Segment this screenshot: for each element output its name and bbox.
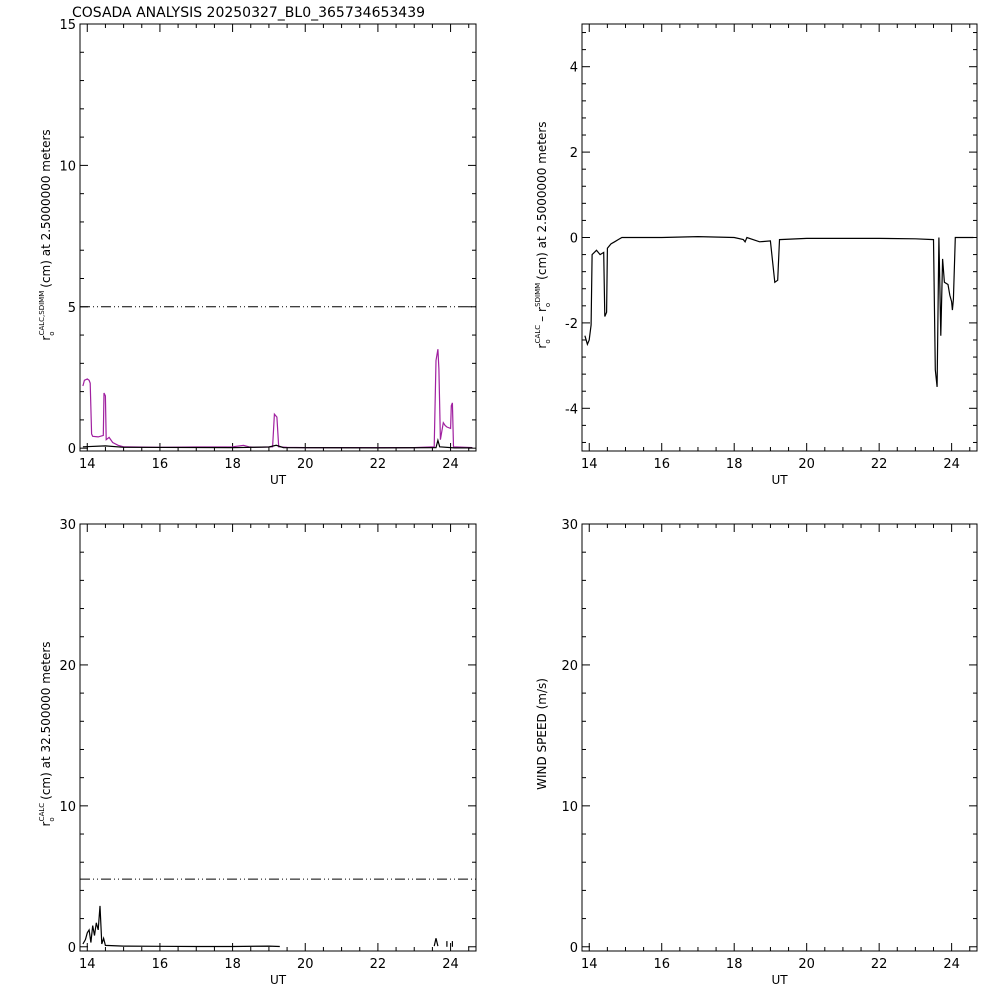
series-line-1 xyxy=(433,938,439,947)
y-tick-label: 20 xyxy=(561,659,578,674)
y-axis-label-main: r xyxy=(39,822,53,827)
y-axis-label-sub: o xyxy=(544,339,552,343)
plot-frame xyxy=(79,523,477,952)
y-axis-label-sub: o xyxy=(48,331,56,335)
plot-frame xyxy=(581,523,978,952)
y-tick-label: 5 xyxy=(68,301,76,316)
y-axis-label-sup: CALC xyxy=(534,325,542,344)
y-tick-label: 10 xyxy=(59,159,76,174)
y-axis-label-sup: CALC xyxy=(38,803,46,822)
y-axis-label-rest: (cm) at 2.5000000 meters xyxy=(39,129,53,287)
y-tick-label: 0 xyxy=(68,941,76,956)
series-line-0 xyxy=(584,235,974,387)
panel-top-left: 14 16 18 20 22 24 0 5 10 15 UT roCALC,SDIMM (cm) at … xyxy=(38,18,477,487)
panel-bottom-left: 14 16 18 20 22 24 0 10 20 30 UT roCALC (cm) at 32.50… xyxy=(38,518,477,987)
y-axis-label-sup: CALC,SDIMM xyxy=(38,291,46,336)
x-tick-label: 20 xyxy=(798,957,815,972)
y-tick-label: 15 xyxy=(59,18,76,33)
y-tick-label: 4 xyxy=(570,61,578,76)
x-tick-label: 14 xyxy=(581,957,598,972)
x-tick-label: 16 xyxy=(152,957,169,972)
x-tick-label: 18 xyxy=(726,957,743,972)
x-axis-label: UT xyxy=(771,473,788,487)
x-tick-label: 16 xyxy=(653,457,670,472)
y-axis-label-main: r xyxy=(535,344,549,349)
x-tick-label: 20 xyxy=(297,457,314,472)
y-tick-label: 10 xyxy=(561,800,578,815)
y-tick-label: 0 xyxy=(570,232,578,247)
y-axis-label: roCALC– roSDIMM(cm) at 2.5000000 meters xyxy=(534,121,552,348)
y-axis-label-sub2: o xyxy=(544,303,552,307)
y-tick-label: 30 xyxy=(59,518,76,533)
y-axis-label: roCALC (cm) at 32.500000 meters xyxy=(38,641,56,826)
x-tick-label: 22 xyxy=(370,957,387,972)
y-tick-label: -4 xyxy=(565,402,578,417)
y-tick-label: 2 xyxy=(570,146,578,161)
y-tick-label: -2 xyxy=(565,317,578,332)
x-tick-label: 22 xyxy=(871,457,888,472)
y-axis-label: WIND SPEED (m/s) xyxy=(535,678,549,790)
y-tick-label: 0 xyxy=(570,941,578,956)
x-axis-label: UT xyxy=(771,973,788,987)
x-tick-label: 24 xyxy=(943,957,960,972)
plot-frame xyxy=(79,23,477,452)
y-axis-label: roCALC,SDIMM (cm) at 2.5000000 meters xyxy=(38,129,56,340)
y-tick-label: 30 xyxy=(561,518,578,533)
y-axis-label-sup2: SDIMM xyxy=(534,283,542,307)
x-tick-label: 20 xyxy=(798,457,815,472)
y-axis-label-sub: o xyxy=(48,817,56,821)
y-axis-label-main: WIND SPEED (m/s) xyxy=(535,678,549,790)
series-line-1 xyxy=(82,437,473,449)
x-tick-label: 22 xyxy=(871,957,888,972)
x-axis-label: UT xyxy=(270,473,287,487)
x-tick-label: 14 xyxy=(79,457,96,472)
series-line-0 xyxy=(82,905,280,948)
x-tick-label: 16 xyxy=(653,957,670,972)
figure-title: COSADA ANALYSIS 20250327_BL0_36573465343… xyxy=(72,5,425,21)
y-axis-label-mid: – r xyxy=(535,307,549,322)
x-tick-label: 14 xyxy=(581,457,598,472)
x-axis-label: UT xyxy=(270,973,287,987)
panel-bottom-right: 14 16 18 20 22 24 0 10 20 30 UT WIND SPEED (m/s) xyxy=(535,518,978,987)
x-tick-label: 24 xyxy=(442,457,459,472)
series-line-0 xyxy=(82,349,473,449)
x-tick-label: 18 xyxy=(224,957,241,972)
x-tick-label: 20 xyxy=(297,957,314,972)
y-axis-label-main: r xyxy=(39,336,53,341)
y-tick-label: 10 xyxy=(59,800,76,815)
y-axis-label-rest: (cm) at 32.500000 meters xyxy=(39,641,53,799)
x-tick-label: 18 xyxy=(726,457,743,472)
x-tick-label: 14 xyxy=(79,957,96,972)
x-tick-label: 24 xyxy=(943,457,960,472)
x-tick-label: 22 xyxy=(370,457,387,472)
x-tick-label: 24 xyxy=(442,957,459,972)
x-tick-label: 16 xyxy=(152,457,169,472)
y-tick-label: 20 xyxy=(59,659,76,674)
y-axis-label-rest: (cm) at 2.5000000 meters xyxy=(535,121,549,279)
y-tick-label: 0 xyxy=(68,442,76,457)
x-tick-label: 18 xyxy=(224,457,241,472)
